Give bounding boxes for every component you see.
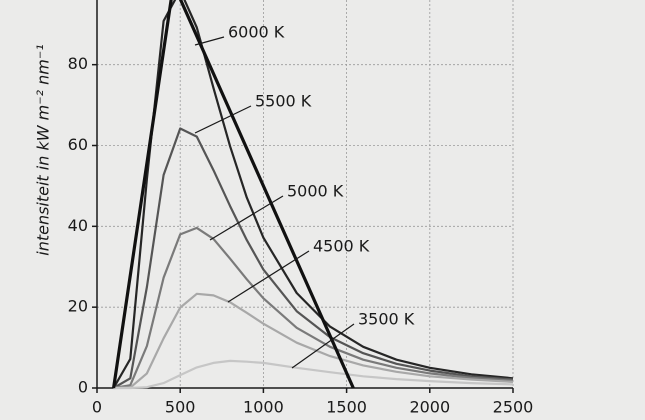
curve bbox=[113, 127, 513, 389]
y-axis-label: intensiteit in kW m⁻² nm⁻¹ bbox=[34, 44, 53, 256]
curve bbox=[112, 0, 513, 389]
leader-line bbox=[194, 105, 252, 134]
x-tick-label: 0 bbox=[92, 398, 102, 417]
curve-label: 6000 K bbox=[228, 23, 285, 42]
curve bbox=[113, 292, 513, 390]
x-tick-label: 2500 bbox=[493, 398, 534, 417]
curve bbox=[113, 226, 513, 390]
plot-area bbox=[112, 0, 513, 390]
leader-line bbox=[291, 323, 355, 369]
y-tick-label: 0 bbox=[78, 378, 88, 397]
x-tick-label: 1000 bbox=[243, 398, 284, 417]
leader-line bbox=[227, 250, 310, 303]
leader-line bbox=[209, 195, 284, 241]
x-tick-label: 2000 bbox=[409, 398, 450, 417]
curve bbox=[113, 359, 513, 390]
y-tick-label: 20 bbox=[68, 297, 88, 316]
y-tick-label: 40 bbox=[68, 216, 88, 235]
y-tick-label: 60 bbox=[68, 135, 88, 154]
curve-label: 3500 K bbox=[358, 310, 415, 329]
curve-label: 4500 K bbox=[313, 237, 370, 256]
x-tick-label: 1500 bbox=[326, 398, 367, 417]
triangle-line bbox=[112, 0, 355, 389]
curve-label: 5000 K bbox=[287, 182, 344, 201]
leader-line bbox=[194, 36, 225, 46]
curve-label: 5500 K bbox=[255, 92, 312, 111]
x-tick-label: 500 bbox=[165, 398, 196, 417]
y-tick-label: 80 bbox=[68, 54, 88, 73]
